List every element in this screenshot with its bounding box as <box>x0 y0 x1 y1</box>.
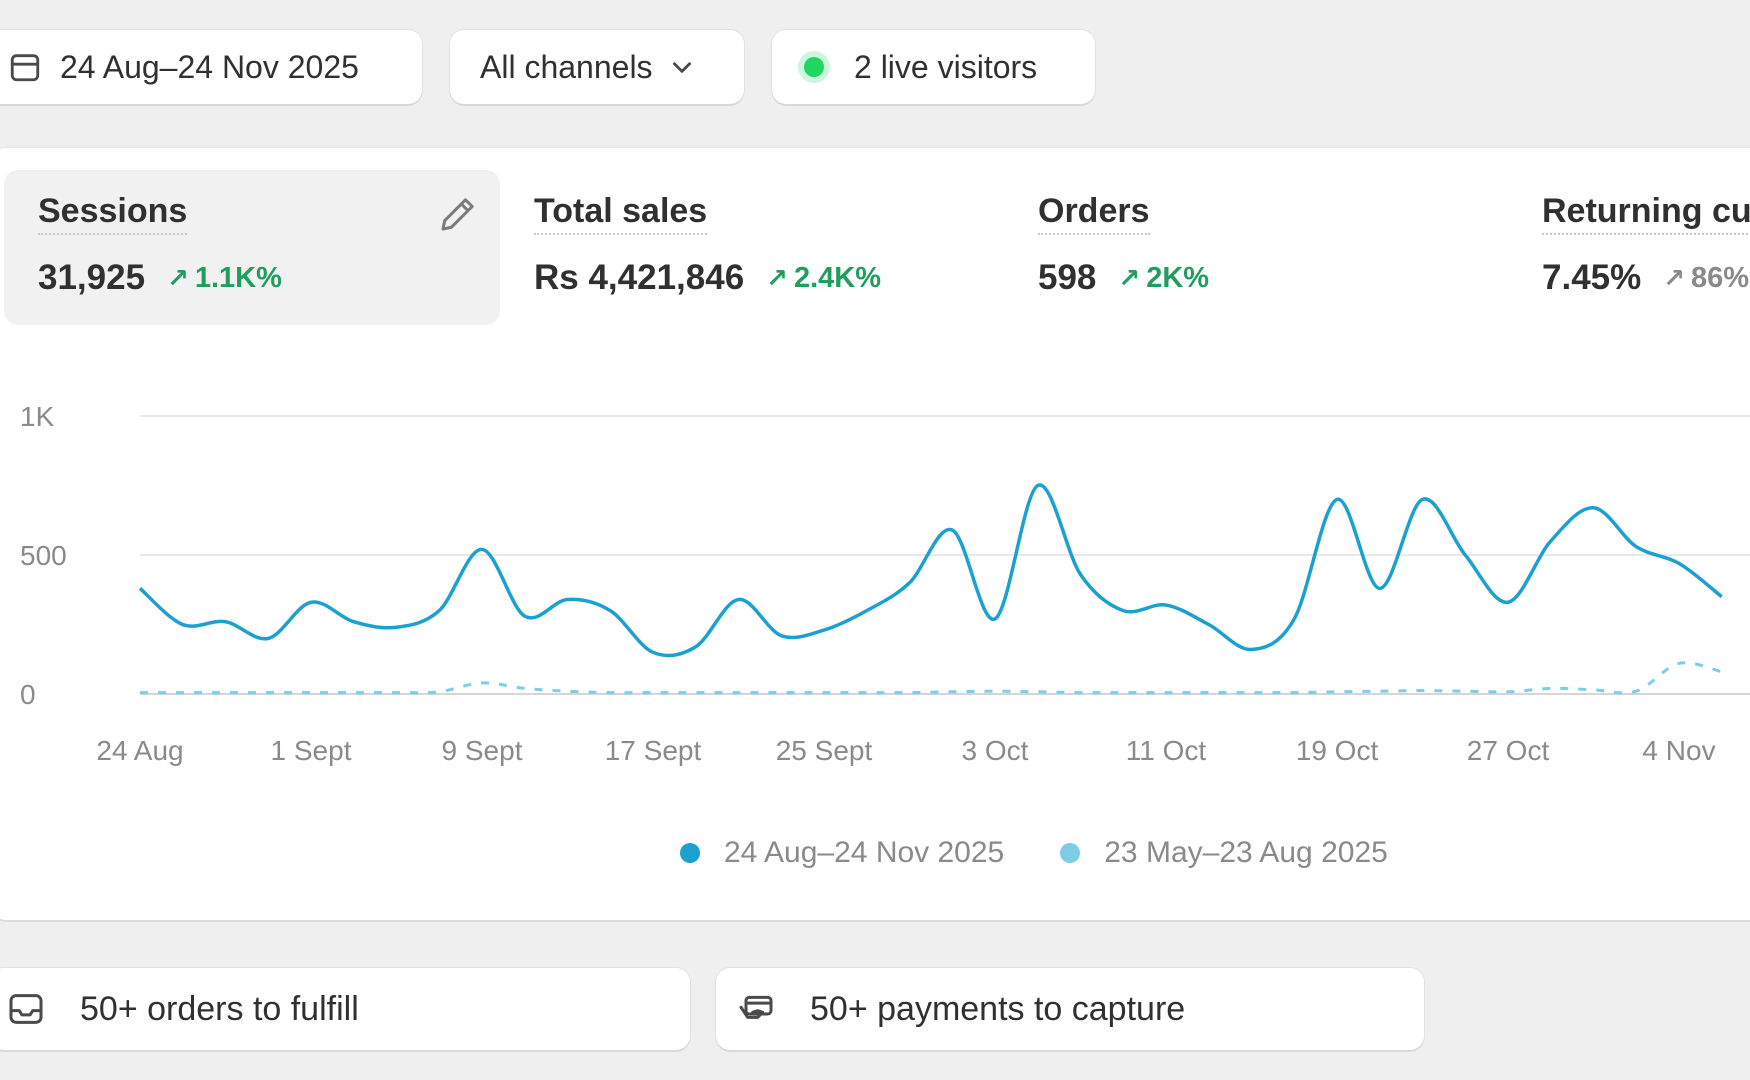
task-label: 50+ payments to capture <box>810 989 1186 1028</box>
metric-value: Rs 4,421,846 <box>534 258 745 297</box>
chevron-down-icon <box>672 62 691 73</box>
metric-label: Orders <box>1038 192 1150 235</box>
metric-value-row: 598 ↗ 2K% <box>1038 258 1209 298</box>
x-tick-label: 19 Oct <box>1296 735 1379 766</box>
metric-change: ↗ 86% <box>1663 262 1749 295</box>
x-tick-label: 3 Oct <box>962 735 1029 766</box>
trend-up-icon: ↗ <box>1663 262 1686 293</box>
legend-label: 23 May–23 Aug 2025 <box>1104 836 1388 869</box>
metric-value: 7.45% <box>1542 258 1642 297</box>
metric-value: 31,925 <box>38 258 146 297</box>
metric-change-value: 1.1K% <box>194 261 282 294</box>
metric-change-value: 2.4K% <box>793 261 882 294</box>
metric-value: 598 <box>1038 258 1097 297</box>
orders-to-fulfill-button[interactable]: 50+ orders to fulfill <box>0 968 690 1050</box>
x-tick-label: 17 Sept <box>605 735 702 766</box>
x-tick-label: 24 Aug <box>96 735 183 766</box>
live-visitors-label: 2 live visitors <box>854 48 1038 85</box>
metric-change-value: 2K% <box>1146 261 1210 294</box>
metric-label: Returning cu <box>1542 192 1750 235</box>
metric-returning-customers[interactable]: Returning cu 7.45% ↗ 86% <box>1508 170 1750 325</box>
metric-change: ↗ 2.4K% <box>766 262 881 295</box>
chart-legend: 24 Aug–24 Nov 2025 23 May–23 Aug 2025 <box>680 836 1444 870</box>
live-status-dot <box>804 57 824 77</box>
sessions-line-chart: 0 500 1K 24 Aug 1 Sept 9 Sept 17 Sept 25 Sept 3 … <box>20 401 1750 766</box>
legend-dot-previous <box>1060 843 1081 863</box>
channels-dropdown[interactable]: All channels <box>450 30 744 104</box>
series-line-current <box>138 483 1723 658</box>
metric-value-row: 7.45% ↗ 86% <box>1542 258 1749 298</box>
metric-change-value: 86% <box>1691 261 1750 294</box>
metric-sessions[interactable]: Sessions 31,925 ↗ 1.1K% <box>4 170 500 325</box>
task-label: 50+ orders to fulfill <box>80 989 359 1028</box>
x-tick-label: 1 Sept <box>271 735 352 766</box>
legend-item-current[interactable]: 24 Aug–24 Nov 2025 <box>680 836 1004 870</box>
date-range-label: 24 Aug–24 Nov 2025 <box>60 48 359 85</box>
metric-value-row: Rs 4,421,846 ↗ 2.4K% <box>534 258 881 298</box>
series-line-previous <box>139 661 1723 695</box>
metric-change: ↗ 2K% <box>1118 262 1209 295</box>
y-tick-label: 0 <box>20 679 36 710</box>
legend-item-previous[interactable]: 23 May–23 Aug 2025 <box>1060 836 1388 870</box>
inbox-icon <box>9 994 43 1024</box>
x-tick-label: 9 Sept <box>442 735 523 766</box>
metric-change: ↗ 1.1K% <box>167 262 282 295</box>
x-tick-label: 11 Oct <box>1126 735 1207 766</box>
legend-dot-current <box>680 843 700 863</box>
trend-up-icon: ↗ <box>766 262 788 293</box>
legend-label: 24 Aug–24 Nov 2025 <box>724 836 1005 869</box>
trend-up-icon: ↗ <box>167 262 189 293</box>
x-tick-label: 4 Nov <box>1642 735 1715 766</box>
y-tick-label: 1K <box>20 401 55 432</box>
pencil-icon[interactable] <box>438 194 478 234</box>
date-range-button[interactable]: 24 Aug–24 Nov 2025 <box>0 30 422 104</box>
payment-icon <box>739 995 773 1019</box>
metric-label: Sessions <box>38 192 188 235</box>
metric-value-row: 31,925 ↗ 1.1K% <box>38 258 282 298</box>
channels-label: All channels <box>480 48 653 85</box>
y-tick-label: 500 <box>20 540 67 571</box>
metric-orders[interactable]: Orders 598 ↗ 2K% <box>1004 170 1504 325</box>
metric-total-sales[interactable]: Total sales Rs 4,421,846 ↗ 2.4K% <box>500 170 1000 325</box>
x-tick-label: 27 Oct <box>1467 735 1550 766</box>
trend-up-icon: ↗ <box>1118 262 1141 293</box>
x-tick-label: 25 Sept <box>776 735 873 766</box>
payments-to-capture-button[interactable]: 50+ payments to capture <box>716 968 1424 1050</box>
calendar-icon <box>10 54 40 82</box>
live-visitors-button[interactable]: 2 live visitors <box>772 30 1095 104</box>
metric-label: Total sales <box>534 192 708 235</box>
